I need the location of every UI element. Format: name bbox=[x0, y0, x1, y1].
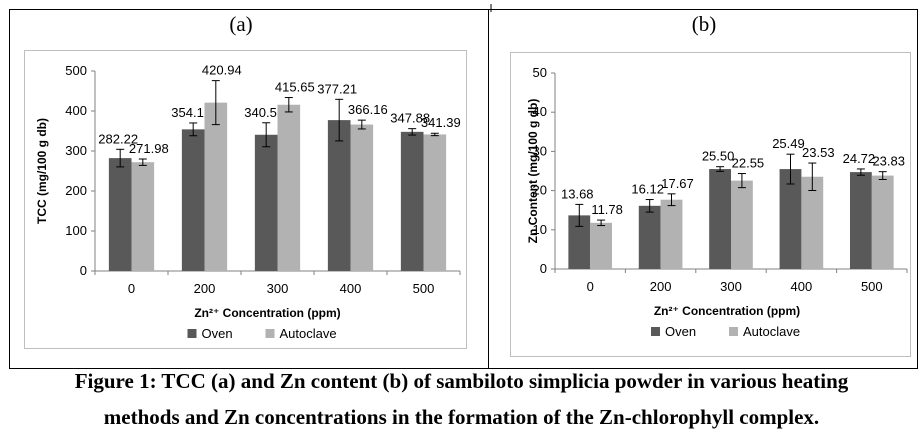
y-tick-label: 40 bbox=[533, 104, 547, 119]
bar-oven-500 bbox=[400, 131, 424, 271]
y-axis-label: TCC (mg/100 g db) bbox=[35, 118, 49, 224]
data-label: 366.16 bbox=[348, 102, 388, 117]
y-tick-label: 0 bbox=[540, 261, 547, 276]
legend-label-oven: Oven bbox=[665, 324, 696, 339]
y-tick-label: 100 bbox=[65, 223, 87, 238]
y-axis-label: Zn Content (mg/100 g db) bbox=[526, 99, 540, 244]
figure-caption-line-2: methods and Zn concentrations in the for… bbox=[103, 405, 820, 429]
legend-label-autoclave: Autoclave bbox=[280, 326, 337, 341]
x-tick-label: 300 bbox=[267, 281, 289, 296]
data-label: 13.68 bbox=[561, 186, 594, 201]
data-label: 377.21 bbox=[317, 81, 357, 96]
bar-autoclave-300 bbox=[277, 104, 301, 272]
y-tick-label: 300 bbox=[65, 143, 87, 158]
figure-border bbox=[9, 9, 918, 369]
data-label: 347.88 bbox=[390, 111, 430, 126]
data-label: 23.53 bbox=[802, 145, 835, 160]
legend-label-autoclave: Autoclave bbox=[743, 324, 800, 339]
bar-autoclave-0 bbox=[590, 222, 613, 269]
data-label: 17.67 bbox=[661, 176, 694, 191]
data-label: 16.12 bbox=[631, 182, 664, 197]
data-label: 22.55 bbox=[732, 156, 765, 171]
x-tick-label: 200 bbox=[650, 279, 672, 294]
bar-oven-500 bbox=[849, 172, 872, 269]
legend-swatch-autoclave bbox=[265, 329, 275, 338]
x-tick-label: 300 bbox=[720, 279, 742, 294]
x-tick-label: 0 bbox=[128, 281, 135, 296]
data-label: 415.65 bbox=[275, 80, 315, 95]
data-label: 341.39 bbox=[421, 115, 461, 130]
x-tick-label: 500 bbox=[861, 279, 883, 294]
data-label: 420.94 bbox=[202, 63, 242, 78]
bar-oven-0 bbox=[568, 215, 591, 269]
y-tick-label: 500 bbox=[65, 63, 87, 78]
panel-label: (a) bbox=[229, 12, 252, 36]
y-tick-label: 20 bbox=[533, 183, 547, 198]
bar-autoclave-200 bbox=[204, 102, 228, 272]
x-axis-label: Zn²⁺ Concentration (ppm) bbox=[654, 304, 800, 318]
panel-label: (b) bbox=[692, 12, 717, 36]
bar-autoclave-200 bbox=[660, 199, 683, 269]
x-tick-label: 500 bbox=[413, 281, 435, 296]
data-label: 23.83 bbox=[872, 154, 905, 169]
data-label: 11.78 bbox=[591, 202, 623, 217]
bar-oven-400 bbox=[779, 169, 802, 269]
data-label: 282.22 bbox=[98, 131, 138, 146]
bar-autoclave-400 bbox=[801, 176, 824, 269]
legend-label-oven: Oven bbox=[202, 326, 233, 341]
x-tick-label: 200 bbox=[194, 281, 216, 296]
y-tick-label: 0 bbox=[80, 263, 87, 278]
bar-oven-200 bbox=[638, 205, 661, 269]
bar-autoclave-500 bbox=[423, 134, 447, 271]
figure-caption-line-1: Figure 1: TCC (a) and Zn content (b) of … bbox=[74, 369, 849, 393]
data-label: 340.58 bbox=[244, 105, 284, 120]
x-axis-label: Zn²⁺ Concentration (ppm) bbox=[194, 306, 340, 320]
bar-oven-400 bbox=[327, 120, 351, 271]
legend-swatch-oven bbox=[651, 327, 660, 336]
bar-autoclave-300 bbox=[731, 180, 753, 269]
y-tick-label: 30 bbox=[533, 143, 547, 158]
x-tick-label: 400 bbox=[340, 281, 362, 296]
y-tick-label: 50 bbox=[533, 65, 547, 80]
data-label: 25.50 bbox=[702, 149, 735, 164]
plot-area-border bbox=[24, 50, 467, 349]
y-tick-label: 400 bbox=[65, 103, 87, 118]
x-tick-label: 0 bbox=[587, 279, 594, 294]
bar-autoclave-400 bbox=[350, 124, 374, 271]
bar-oven-0 bbox=[108, 158, 132, 271]
x-tick-label: 400 bbox=[791, 279, 813, 294]
bar-oven-300 bbox=[254, 134, 278, 271]
bar-autoclave-500 bbox=[871, 175, 894, 269]
data-label: 271.98 bbox=[129, 141, 169, 156]
data-label: 354.12 bbox=[171, 105, 211, 120]
y-tick-label: 200 bbox=[65, 183, 87, 198]
data-label: 25.49 bbox=[772, 136, 805, 151]
chart-panel-b: (b) 0 10 20 30 40 50 Zn Content (mg/100 g db) 0 1… bbox=[510, 12, 911, 357]
legend-swatch-autoclave bbox=[729, 327, 738, 336]
bar-oven-200 bbox=[181, 129, 205, 271]
legend-swatch-oven bbox=[187, 329, 197, 338]
y-tick-label: 10 bbox=[533, 222, 547, 237]
bar-autoclave-0 bbox=[131, 162, 155, 271]
bar-oven-300 bbox=[709, 169, 731, 269]
data-label: 24.72 bbox=[843, 151, 876, 166]
chart-panel-a: (a) 0 100 200 300 400 500 TCC (mg/100 g db) 0 282… bbox=[24, 12, 467, 349]
